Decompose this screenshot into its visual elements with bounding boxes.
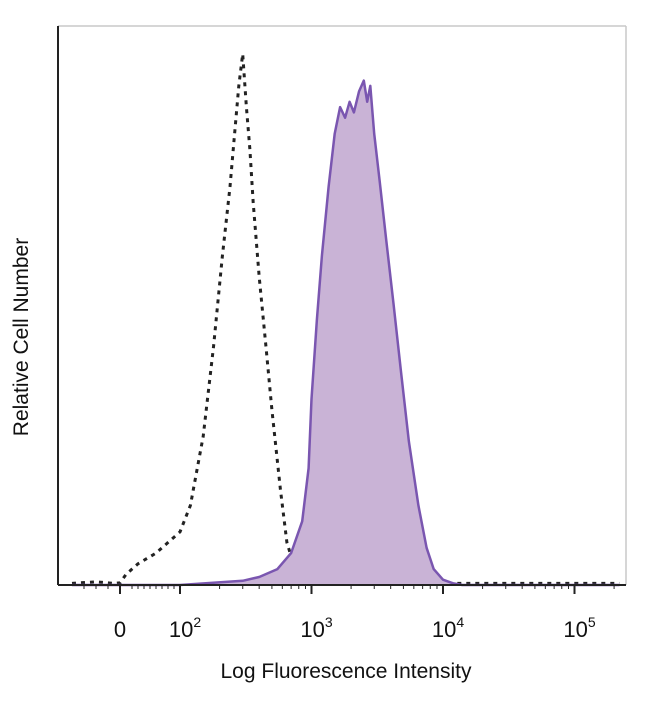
x-tick-label: 102 (169, 614, 201, 642)
x-tick-label: 103 (300, 614, 332, 642)
x-tick-label: 105 (563, 614, 595, 642)
x-tick-label: 104 (432, 614, 464, 642)
histogram-stained-outline (72, 79, 620, 587)
histogram-control-outline (71, 52, 620, 585)
histogram-stained-fill (72, 80, 620, 585)
y-axis-title: Relative Cell Number (10, 238, 33, 436)
x-axis-title: Log Fluorescence Intensity (221, 660, 472, 683)
x-tick-label: 0 (114, 617, 126, 642)
